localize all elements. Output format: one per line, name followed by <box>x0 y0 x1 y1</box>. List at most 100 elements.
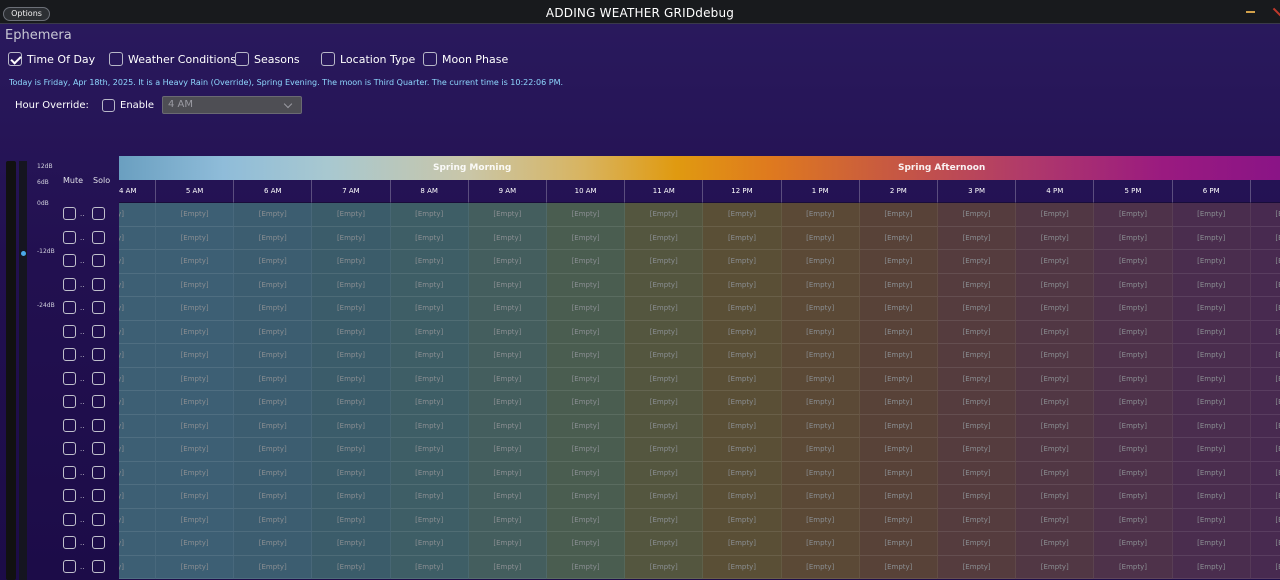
grid-cell-empty[interactable]: [Empty] <box>938 532 1017 556</box>
grid-cell-empty[interactable]: [Empty] <box>1172 532 1251 556</box>
solo-checkbox[interactable] <box>92 348 105 361</box>
mute-checkbox[interactable] <box>63 230 76 244</box>
grid-cell-empty[interactable]: [Empty] <box>703 532 782 556</box>
solo-checkbox[interactable] <box>92 230 105 244</box>
grid-cell-empty[interactable]: [Empty] <box>312 532 391 556</box>
filter-seasons[interactable]: Seasons <box>235 51 300 67</box>
grid-cell-empty[interactable]: [Empty] <box>1094 344 1173 368</box>
grid-cell-empty[interactable]: [Empty] <box>119 508 156 532</box>
grid-cell-empty[interactable]: [Empty] <box>1250 532 1280 556</box>
grid-cell-empty[interactable]: [Empty] <box>234 344 313 368</box>
grid-cell-empty[interactable]: [Empty] <box>468 273 547 297</box>
grid-cell-empty[interactable]: [Empty] <box>234 391 313 415</box>
grid-cell-empty[interactable]: [Empty] <box>781 508 860 532</box>
grid-cell-empty[interactable]: [Empty] <box>234 320 313 344</box>
grid-cell-empty[interactable]: [Empty] <box>1094 297 1173 321</box>
grid-cell-empty[interactable]: [Empty] <box>1016 461 1095 485</box>
grid-cell-empty[interactable]: [Empty] <box>156 508 235 532</box>
mute-checkbox[interactable] <box>63 324 76 338</box>
grid-cell-empty[interactable]: [Empty] <box>781 250 860 274</box>
grid-cell-empty[interactable]: [Empty] <box>468 344 547 368</box>
grid-cell-empty[interactable]: [Empty] <box>312 344 391 368</box>
grid-cell-empty[interactable]: [Empty] <box>468 414 547 438</box>
grid-cell-empty[interactable]: [Empty] <box>1250 391 1280 415</box>
solo-checkbox[interactable] <box>92 371 105 385</box>
grid-cell-empty[interactable]: [Empty] <box>781 344 860 368</box>
grid-cell-empty[interactable]: [Empty] <box>1250 273 1280 297</box>
grid-cell-empty[interactable]: [Empty] <box>781 391 860 415</box>
grid-cell-empty[interactable]: [Empty] <box>547 297 626 321</box>
grid-cell-empty[interactable]: [Empty] <box>703 203 782 227</box>
mute-checkbox[interactable] <box>63 489 76 502</box>
grid-cell-empty[interactable]: [Empty] <box>1250 461 1280 485</box>
grid-cell-empty[interactable]: [Empty] <box>390 344 469 368</box>
grid-cell-empty[interactable]: [Empty] <box>390 391 469 415</box>
grid-cell-empty[interactable]: [Empty] <box>1172 344 1251 368</box>
grid-cell-empty[interactable]: [Empty] <box>625 226 704 250</box>
grid-cell-empty[interactable]: [Empty] <box>119 414 156 438</box>
grid-cell-empty[interactable]: [Empty] <box>938 320 1017 344</box>
grid-cell-empty[interactable]: [Empty] <box>119 250 156 274</box>
grid-cell-empty[interactable]: [Empty] <box>859 555 938 579</box>
grid-cell-empty[interactable]: [Empty] <box>390 250 469 274</box>
grid-cell-empty[interactable]: [Empty] <box>390 438 469 462</box>
grid-cell-empty[interactable]: [Empty] <box>468 367 547 391</box>
time-of-day-checkbox[interactable] <box>8 52 22 66</box>
grid-cell-empty[interactable]: [Empty] <box>547 273 626 297</box>
grid-cell-empty[interactable]: [Empty] <box>625 532 704 556</box>
grid-cell-empty[interactable]: [Empty] <box>119 273 156 297</box>
grid-cell-empty[interactable]: [Empty] <box>468 250 547 274</box>
minimize-icon[interactable] <box>1246 11 1255 13</box>
grid-cell-empty[interactable]: [Empty] <box>859 508 938 532</box>
grid-cell-empty[interactable]: [Empty] <box>703 250 782 274</box>
grid-cell-empty[interactable]: [Empty] <box>390 461 469 485</box>
grid-cell-empty[interactable]: [Empty] <box>390 297 469 321</box>
grid-cell-empty[interactable]: [Empty] <box>547 344 626 368</box>
volume-slider-handle[interactable] <box>21 251 26 257</box>
moon-phase-checkbox[interactable] <box>423 52 437 66</box>
grid-cell-empty[interactable]: [Empty] <box>468 320 547 344</box>
grid-cell-empty[interactable]: [Empty] <box>859 344 938 368</box>
grid-cell-empty[interactable]: [Empty] <box>625 203 704 227</box>
grid-cell-empty[interactable]: [Empty] <box>1172 555 1251 579</box>
grid-cell-empty[interactable]: [Empty] <box>938 273 1017 297</box>
grid-cell-empty[interactable]: [Empty] <box>1094 367 1173 391</box>
close-icon[interactable] <box>1272 8 1280 16</box>
grid-cell-empty[interactable]: [Empty] <box>1094 532 1173 556</box>
grid-cell-empty[interactable]: [Empty] <box>703 320 782 344</box>
grid-cell-empty[interactable]: [Empty] <box>781 226 860 250</box>
grid-cell-empty[interactable]: [Empty] <box>781 414 860 438</box>
grid-cell-empty[interactable]: [Empty] <box>390 485 469 509</box>
grid-cell-empty[interactable]: [Empty] <box>1250 485 1280 509</box>
grid-cell-empty[interactable]: [Empty] <box>859 203 938 227</box>
grid-cell-empty[interactable]: [Empty] <box>1094 461 1173 485</box>
grid-cell-empty[interactable]: [Empty] <box>938 555 1017 579</box>
grid-cell-empty[interactable]: [Empty] <box>1172 320 1251 344</box>
grid-cell-empty[interactable]: [Empty] <box>390 367 469 391</box>
mute-checkbox[interactable] <box>63 348 76 361</box>
grid-cell-empty[interactable]: [Empty] <box>1172 203 1251 227</box>
grid-cell-empty[interactable]: [Empty] <box>547 555 626 579</box>
grid-cell-empty[interactable]: [Empty] <box>1172 391 1251 415</box>
grid-cell-empty[interactable]: [Empty] <box>703 508 782 532</box>
grid-cell-empty[interactable]: [Empty] <box>390 320 469 344</box>
grid-cell-empty[interactable]: [Empty] <box>468 508 547 532</box>
grid-cell-empty[interactable]: [Empty] <box>547 532 626 556</box>
grid-cell-empty[interactable]: [Empty] <box>156 555 235 579</box>
grid-cell-empty[interactable]: [Empty] <box>119 461 156 485</box>
grid-cell-empty[interactable]: [Empty] <box>312 391 391 415</box>
grid-cell-empty[interactable]: [Empty] <box>119 532 156 556</box>
grid-cell-empty[interactable]: [Empty] <box>1250 250 1280 274</box>
grid-cell-empty[interactable]: [Empty] <box>312 461 391 485</box>
grid-cell-empty[interactable]: [Empty] <box>938 414 1017 438</box>
grid-cell-empty[interactable]: [Empty] <box>703 485 782 509</box>
grid-cell-empty[interactable]: [Empty] <box>1016 297 1095 321</box>
grid-cell-empty[interactable]: [Empty] <box>1016 485 1095 509</box>
grid-cell-empty[interactable]: [Empty] <box>234 555 313 579</box>
grid-cell-empty[interactable]: [Empty] <box>1094 508 1173 532</box>
grid-cell-empty[interactable]: [Empty] <box>119 367 156 391</box>
grid-cell-empty[interactable]: [Empty] <box>938 250 1017 274</box>
grid-cell-empty[interactable]: [Empty] <box>781 532 860 556</box>
grid-cell-empty[interactable]: [Empty] <box>119 438 156 462</box>
grid-cell-empty[interactable]: [Empty] <box>234 485 313 509</box>
